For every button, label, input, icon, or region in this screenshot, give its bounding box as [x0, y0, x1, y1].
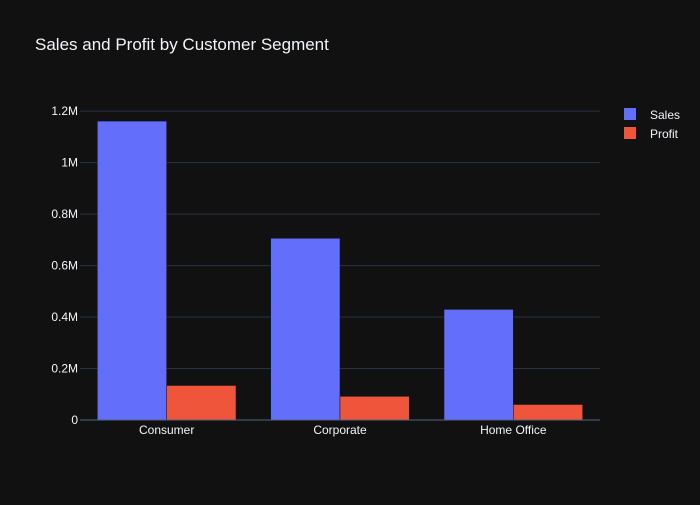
bar-profit-home-office[interactable]: [513, 404, 583, 421]
bars: [97, 120, 583, 421]
y-tick-label: 1M: [61, 156, 78, 170]
y-tick-label: 1.2M: [51, 104, 78, 118]
y-tick-label: 0.4M: [51, 310, 78, 324]
y-tick-label: 0.8M: [51, 207, 78, 221]
bar-sales-home-office[interactable]: [443, 309, 514, 421]
bar-profit-consumer[interactable]: [166, 385, 237, 421]
y-tick-label: 0.2M: [51, 362, 78, 376]
axes: 0 0.2M 0.4M 0.6M 0.8M 1M 1.2M Consumer Corporate…: [51, 104, 600, 437]
legend-item-profit[interactable]: Profit: [624, 127, 679, 141]
bar-sales-corporate[interactable]: [270, 238, 341, 421]
legend-swatch: [624, 127, 636, 139]
bar-sales-consumer[interactable]: [97, 120, 167, 421]
legend-item-sales[interactable]: Sales: [624, 108, 680, 122]
x-tick-label: Consumer: [139, 423, 194, 437]
bar-profit-corporate[interactable]: [339, 396, 410, 421]
chart-title: Sales and Profit by Customer Segment: [35, 35, 329, 54]
legend-swatch: [624, 108, 636, 120]
legend-label: Profit: [650, 127, 679, 141]
y-tick-label: 0: [71, 413, 78, 427]
x-tick-label: Corporate: [313, 423, 367, 437]
legend[interactable]: Sales Profit: [624, 108, 680, 141]
y-tick-label: 0.6M: [51, 259, 78, 273]
legend-label: Sales: [650, 108, 680, 122]
x-tick-label: Home Office: [480, 423, 547, 437]
